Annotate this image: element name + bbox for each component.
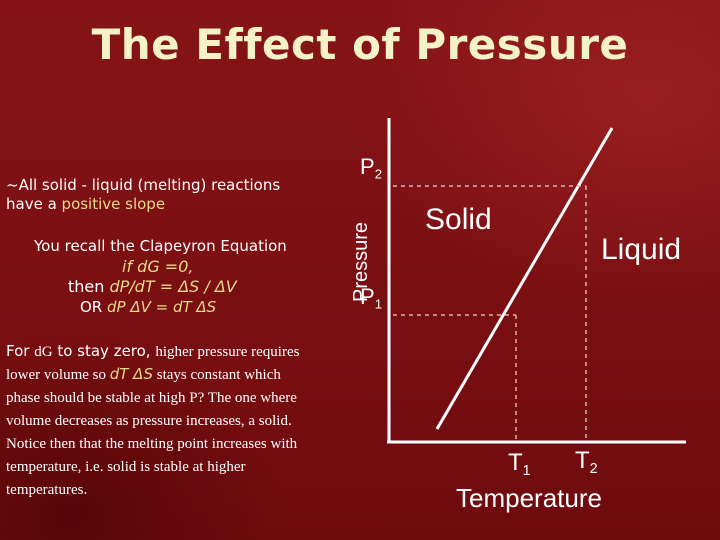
p1-label: P1 [360, 284, 382, 312]
x-axis-label: Temperature [456, 483, 602, 513]
para-rest-2: stays constant which phase should be sta… [6, 367, 298, 498]
clapeyron-equation: dP/dT = ΔS / ΔV [109, 277, 237, 296]
alternate-equation: dP ΔV = dT ΔS [107, 298, 217, 316]
melting-curve [435, 127, 614, 430]
condition-line: if dG =0, [122, 257, 194, 276]
para-prefix: For [6, 342, 35, 360]
p2-subscript: 2 [374, 166, 383, 182]
explanation-paragraph: For dG to stay zero, higher pressure req… [6, 340, 316, 501]
p1-letter: P [360, 284, 375, 309]
t2-letter: T [575, 447, 590, 474]
intro-line-2: have a positive slope [6, 195, 165, 214]
or-line: OR dP ΔV = dT ΔS [80, 298, 216, 317]
slide-title: The Effect of Pressure [91, 20, 629, 69]
then-prefix: then [68, 277, 110, 296]
para-expression: dT ΔS [109, 365, 153, 383]
or-prefix: OR [80, 298, 107, 316]
p2-letter: P [360, 154, 375, 179]
intro-line-2-prefix: have a [6, 195, 62, 213]
t1-subscript: 1 [522, 463, 531, 480]
then-line: then dP/dT = ΔS / ΔV [68, 277, 237, 296]
para-rest-1: higher pressure requires lower volume so [6, 344, 300, 383]
p1-subscript: 1 [374, 296, 383, 312]
y-axis-label: Pressure [350, 221, 372, 303]
t1-label: T1 [508, 449, 531, 479]
liquid-region-label: Liquid [601, 233, 682, 266]
t1-letter: T [508, 449, 523, 476]
y-axis-label-wrap: Pressure [337, 222, 372, 326]
para-g: G [41, 344, 53, 360]
clapeyron-line: You recall the Clapeyron Equation [34, 237, 287, 255]
para-d: d [34, 344, 42, 360]
para-mid: to stay zero, [52, 342, 156, 360]
intro-line-1: ~All solid - liquid (melting) reactions [6, 176, 281, 194]
solid-region-label: Solid [425, 203, 492, 236]
t2-label: T2 [575, 447, 598, 477]
positive-slope-highlight: positive slope [61, 195, 166, 213]
t2-subscript: 2 [589, 461, 598, 478]
p2-label: P2 [360, 154, 382, 182]
